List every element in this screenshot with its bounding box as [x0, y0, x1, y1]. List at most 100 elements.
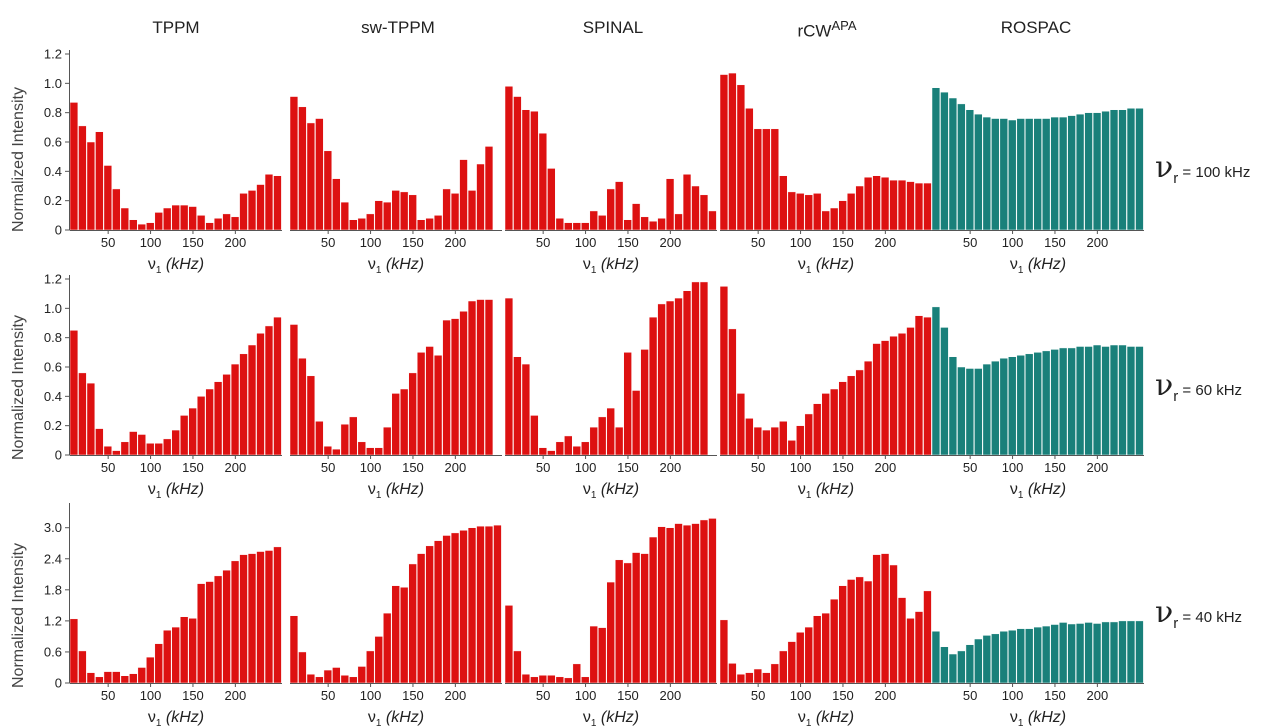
x-tick-label: 50 — [101, 460, 115, 475]
bar-r0-c3-23 — [914, 182, 924, 231]
bar-r1-c4-17 — [1075, 346, 1085, 456]
bar-r2-c4-10 — [1016, 628, 1025, 684]
bar-r1-c0-15 — [196, 396, 206, 456]
x-tick-label: 150 — [832, 460, 854, 475]
bar-r0-c2-24 — [708, 210, 717, 231]
nu-subscript: r — [1173, 388, 1179, 405]
bar-r0-c4-1 — [940, 91, 949, 231]
x-tick-label: 50 — [321, 235, 335, 250]
bar-r2-c1-22 — [476, 525, 485, 684]
bar-r0-c0-9 — [146, 222, 155, 231]
bar-r0-c1-3 — [315, 118, 324, 231]
bar-r0-c1-17 — [433, 215, 443, 231]
bar-r2-c3-9 — [796, 632, 805, 684]
bar-r2-c3-0 — [719, 619, 729, 684]
bar-r2-c2-11 — [598, 627, 607, 684]
bar-r0-c2-7 — [564, 222, 573, 231]
bar-r2-c3-8 — [787, 641, 796, 684]
bar-r1-c3-6 — [770, 426, 780, 456]
bar-r2-c3-16 — [855, 576, 864, 684]
bar-r0-c2-8 — [572, 222, 581, 231]
bar-r1-c2-1 — [513, 356, 522, 456]
bar-r2-c3-13 — [829, 598, 839, 684]
x-tick-label: 100 — [575, 235, 597, 250]
bar-r2-c3-20 — [889, 564, 898, 684]
y-tick-label: 0 — [55, 676, 62, 691]
bar-r2-c4-4 — [965, 644, 975, 684]
bar-r0-c1-14 — [408, 194, 417, 231]
bar-r2-c1-17 — [433, 540, 443, 684]
bar-r2-c3-18 — [872, 554, 881, 684]
bar-r2-c1-11 — [383, 612, 392, 684]
bar-r2-c2-16 — [640, 553, 649, 684]
column-title-superscript: APA — [831, 18, 857, 33]
x-tick-label: 100 — [575, 460, 597, 475]
bar-r2-c3-22 — [906, 618, 915, 684]
bar-r2-c1-3 — [315, 676, 324, 684]
bar-r1-c2-13 — [614, 426, 624, 456]
x-tick-label: 50 — [536, 235, 550, 250]
x-tick-label: 50 — [321, 460, 335, 475]
x-tick-label: 200 — [225, 688, 247, 703]
bar-r2-c0-9 — [146, 656, 155, 684]
bar-r1-c3-1 — [728, 328, 737, 456]
bar-r2-c2-18 — [657, 526, 666, 684]
bar-r2-c4-20 — [1101, 621, 1110, 684]
bar-r1-c2-19 — [665, 300, 675, 456]
bar-r1-c1-18 — [442, 319, 451, 456]
x-tick-label: 150 — [182, 688, 204, 703]
x-tick-label: 150 — [402, 235, 424, 250]
bar-r1-c1-6 — [340, 423, 350, 456]
x-axis-label: ν1 (kHz) — [148, 481, 204, 501]
bar-r0-c0-1 — [78, 125, 87, 231]
bar-r1-c0-14 — [188, 407, 197, 456]
bar-r2-c3-5 — [762, 672, 771, 684]
bar-r0-c2-1 — [513, 96, 522, 231]
bar-r2-c2-20 — [674, 523, 683, 684]
bar-r0-c1-12 — [391, 190, 400, 231]
bar-r2-c4-23 — [1126, 620, 1136, 684]
bar-r1-c0-12 — [171, 429, 180, 456]
y-tick-label: 1.0 — [44, 301, 62, 316]
bar-r2-c1-9 — [366, 650, 375, 684]
bar-r1-c4-9 — [1008, 356, 1017, 456]
bar-r1-c1-5 — [332, 448, 341, 456]
bar-r0-c1-8 — [357, 218, 366, 231]
bar-r2-c0-13 — [179, 616, 189, 684]
bar-r1-c4-19 — [1092, 344, 1102, 456]
bar-r0-c3-9 — [796, 193, 805, 231]
bar-r1-c0-19 — [230, 363, 240, 456]
y-tick-label: 0.6 — [44, 644, 62, 659]
bar-r1-c3-17 — [863, 360, 873, 456]
bar-r1-c4-13 — [1041, 350, 1051, 456]
bar-r1-c1-8 — [357, 441, 366, 456]
y-tick-label: 1.2 — [44, 47, 62, 62]
bar-r0-c3-6 — [770, 128, 780, 231]
bar-r0-c1-15 — [416, 219, 426, 231]
bar-r2-c2-23 — [699, 519, 709, 684]
bar-r0-c1-19 — [450, 193, 460, 231]
bar-r2-c2-17 — [648, 536, 658, 684]
bar-r2-c4-6 — [982, 635, 992, 684]
bar-r2-c0-18 — [222, 569, 231, 684]
bar-r2-c4-7 — [991, 633, 1000, 684]
bar-r0-c3-3 — [745, 108, 754, 231]
bar-r1-c2-2 — [521, 363, 531, 456]
bar-r0-c0-19 — [230, 216, 240, 231]
y-tick-label: 1.2 — [44, 272, 62, 287]
nu-symbol: ν — [1155, 150, 1174, 185]
bar-r1-c1-23 — [484, 299, 494, 456]
bar-r0-c3-24 — [923, 182, 932, 231]
bar-r1-c4-1 — [940, 327, 949, 456]
bar-r2-c2-8 — [572, 663, 581, 684]
row-label-text: = 100 kHz — [1182, 164, 1251, 181]
bar-r0-c0-13 — [179, 204, 189, 231]
bar-r2-c1-14 — [408, 563, 417, 684]
bar-r0-c4-15 — [1058, 116, 1068, 231]
x-tick-label: 150 — [832, 235, 854, 250]
bar-r0-c3-5 — [762, 128, 771, 231]
x-tick-label: 100 — [360, 688, 382, 703]
bar-r1-c4-11 — [1025, 353, 1034, 456]
bar-r0-c0-2 — [86, 141, 96, 231]
bar-r0-c2-5 — [547, 168, 556, 231]
